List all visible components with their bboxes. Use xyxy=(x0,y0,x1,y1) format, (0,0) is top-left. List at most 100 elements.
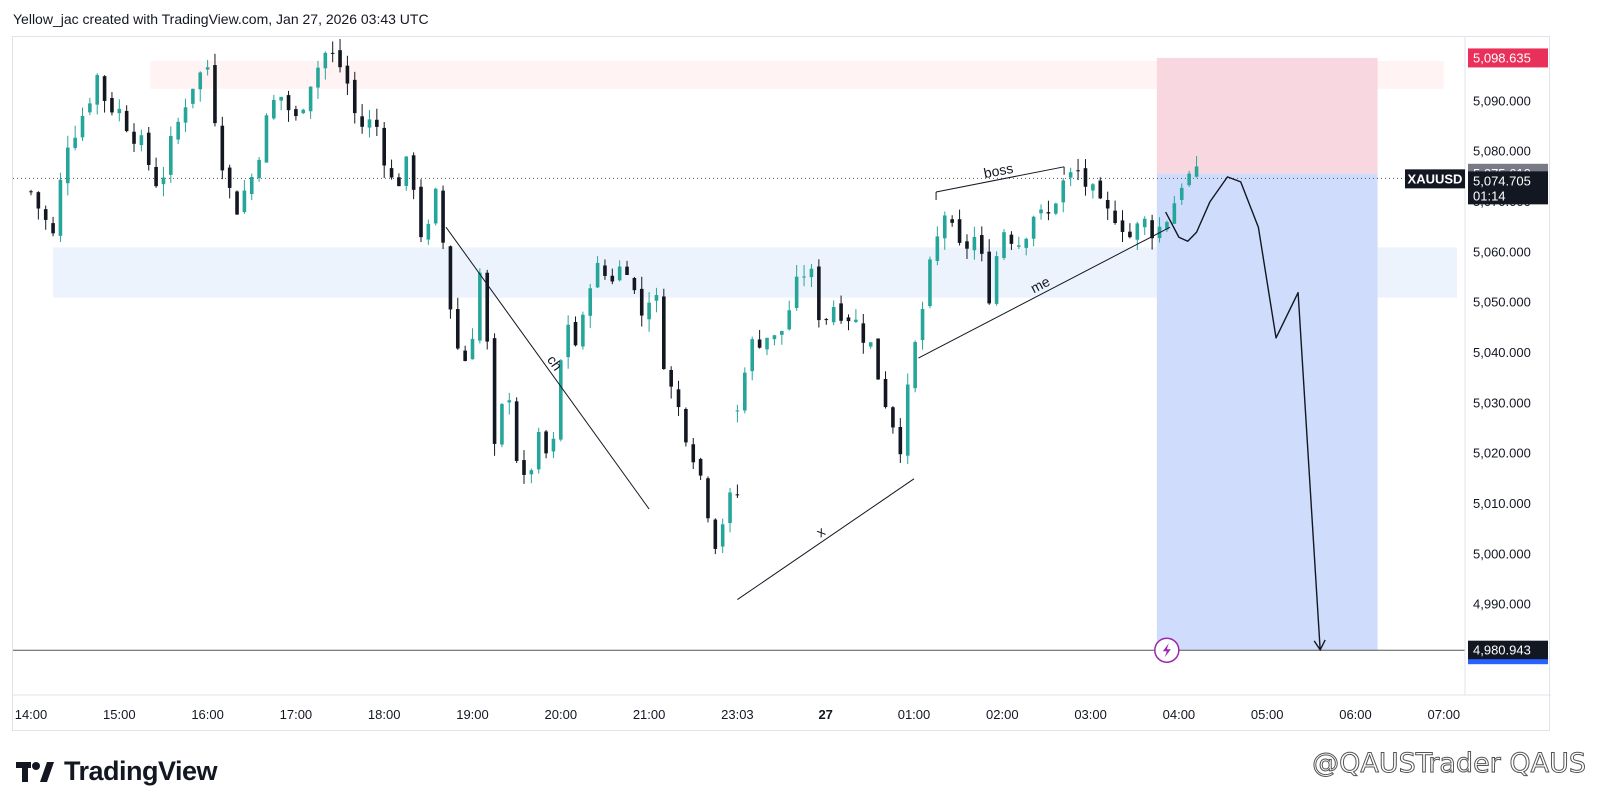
tradingview-logo[interactable]: TradingView xyxy=(16,756,218,787)
candle-body xyxy=(706,478,710,519)
candle-body xyxy=(831,306,836,323)
candle-body xyxy=(617,266,622,281)
candle-body xyxy=(117,108,122,114)
candle-body xyxy=(249,177,254,194)
candle-body xyxy=(765,337,769,350)
stop-loss-price-badge xyxy=(1468,48,1548,68)
candle-body xyxy=(433,188,438,224)
candle-body xyxy=(397,177,401,187)
candle-body xyxy=(257,159,261,179)
candle-body xyxy=(1076,170,1080,172)
candle-body xyxy=(132,131,136,144)
author-watermark: @QAUSTrader QAUS xyxy=(1312,748,1587,780)
candle-body xyxy=(382,127,386,166)
candle-body xyxy=(735,494,740,496)
alert-bolt-glyph xyxy=(1162,643,1171,658)
candle-body xyxy=(463,350,467,361)
candle-body xyxy=(1187,173,1191,186)
time-tick-label: 02:00 xyxy=(986,707,1019,722)
candle-countdown-label: 01:14 xyxy=(1473,188,1506,203)
candle-body xyxy=(883,378,888,408)
symbol-badge xyxy=(1405,169,1465,189)
take-profit-zone xyxy=(1156,173,1378,651)
target-band-badge xyxy=(1468,659,1548,665)
projection-arrowhead xyxy=(1313,639,1326,652)
candle-body xyxy=(854,319,858,322)
candle-body xyxy=(529,470,534,475)
candle-body xyxy=(1142,218,1147,228)
candle-body xyxy=(73,137,77,148)
candle-body xyxy=(720,524,725,547)
candle-body xyxy=(743,372,747,411)
candle-body xyxy=(588,288,593,316)
candle-body xyxy=(935,236,940,261)
candle-body xyxy=(183,107,188,123)
candle-body xyxy=(1165,222,1169,230)
candle-body xyxy=(713,519,718,549)
time-tick-label: 15:00 xyxy=(103,707,136,722)
candle-body xyxy=(146,132,151,165)
candle-body xyxy=(987,251,991,304)
candle-body xyxy=(58,179,63,236)
candle-body xyxy=(1002,232,1006,258)
candle-body xyxy=(323,52,328,69)
annotation-label-x: x xyxy=(813,523,828,540)
time-tick-label: 20:00 xyxy=(545,707,578,722)
candle-body xyxy=(404,156,409,186)
candle-body xyxy=(632,278,637,291)
candle-body xyxy=(411,155,416,190)
candle-body xyxy=(492,338,497,444)
symbol-label: XAUUSD xyxy=(1408,171,1463,186)
candle-body xyxy=(1009,234,1014,244)
candle-body xyxy=(95,75,100,105)
candle-body xyxy=(80,115,85,138)
candle-body xyxy=(898,426,903,455)
candlestick-chart[interactable]: chxmeboss4,990.0005,000.0005,010.0005,02… xyxy=(13,37,1551,732)
price-tick-label: 5,050.000 xyxy=(1473,295,1531,310)
candle-body xyxy=(242,190,247,213)
candle-body xyxy=(1128,231,1132,238)
time-tick-label: 07:00 xyxy=(1428,707,1461,722)
chart-panel[interactable]: ch x me boss 4,990.000 5,000.000 5,010.000 5,02… xyxy=(12,36,1551,732)
time-tick-label: 17:00 xyxy=(280,707,313,722)
candle-body xyxy=(1046,212,1051,214)
candle-body xyxy=(1179,187,1184,200)
candle-body xyxy=(330,52,335,54)
candle-body xyxy=(198,72,203,90)
candle-body xyxy=(301,109,306,114)
candle-body xyxy=(772,335,777,340)
candle-body xyxy=(868,342,873,347)
candle-body xyxy=(817,266,821,321)
target-price-label: 4,980.943 xyxy=(1473,643,1531,658)
candle-body xyxy=(573,322,578,346)
candle-body xyxy=(1031,216,1036,239)
candle-body xyxy=(802,276,806,278)
candle-body xyxy=(264,115,269,163)
candle-body xyxy=(639,288,644,316)
candle-body xyxy=(191,88,195,104)
time-tick-label: 01:00 xyxy=(898,707,931,722)
candle-body xyxy=(110,98,114,113)
candle-body xyxy=(1135,223,1140,240)
candle-body xyxy=(625,266,629,275)
time-tick-label: 03:00 xyxy=(1074,707,1107,722)
candle-body xyxy=(43,209,48,220)
candle-body xyxy=(684,408,688,443)
candle-body xyxy=(691,444,696,463)
candle-body xyxy=(419,186,423,238)
price-tick-label: 5,020.000 xyxy=(1473,446,1531,461)
candle-body xyxy=(154,166,158,187)
price-tick-label: 4,990.000 xyxy=(1473,597,1531,612)
candle-body xyxy=(448,246,453,310)
candle-body xyxy=(1083,168,1088,187)
candle-body xyxy=(294,109,298,117)
price-tick-label: 5,080.000 xyxy=(1473,144,1531,159)
stop-loss-zone xyxy=(1156,57,1378,174)
candle-body xyxy=(507,400,512,403)
target-price-badge xyxy=(1468,640,1548,660)
candle-body xyxy=(757,339,762,348)
tradingview-logo-text: TradingView xyxy=(64,756,218,786)
candle-body xyxy=(1091,184,1095,191)
time-tick-label: 18:00 xyxy=(368,707,401,722)
candle-body xyxy=(1098,180,1103,199)
